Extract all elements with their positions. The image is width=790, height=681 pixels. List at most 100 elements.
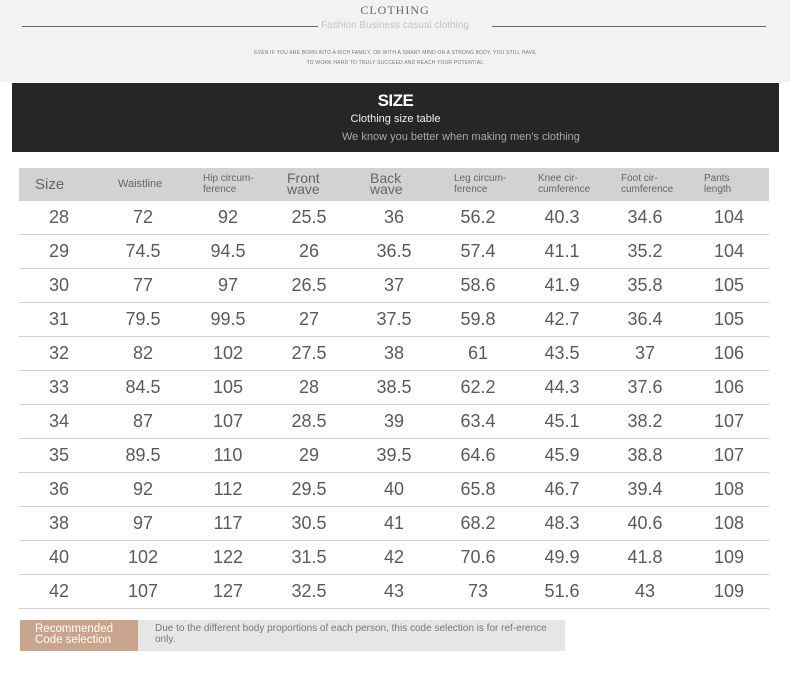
cell-back-wave: 39.5 [376, 445, 412, 465]
cell-waistline: 72 [132, 207, 154, 227]
cell-knee: 40.3 [544, 207, 580, 227]
table-row: 40 102 122 31.5 42 70.6 49.9 41.8 109 [19, 541, 769, 575]
banner-tagline: We know you better when making men's clo… [342, 131, 580, 143]
cell-leg: 59.8 [460, 309, 496, 329]
cell-foot: 43 [634, 581, 656, 601]
divider-left [22, 26, 318, 27]
cell-leg: 64.6 [460, 445, 496, 465]
size-banner: SIZE Clothing size table We know you bet… [12, 83, 779, 152]
cell-waistline: 87 [132, 411, 154, 431]
cell-front-wave: 27 [298, 309, 320, 329]
cell-hip: 102 [212, 343, 244, 363]
cell-back-wave: 39 [383, 411, 405, 431]
cell-waistline: 79.5 [125, 309, 161, 329]
cell-knee: 45.1 [544, 411, 580, 431]
motto-line-2: to work hard to truly succeed and reach … [306, 60, 484, 66]
cell-waistline: 107 [127, 581, 159, 601]
cell-foot: 38.8 [627, 445, 663, 465]
brand-title: CLOTHING [360, 3, 430, 17]
brand-subtitle: Fashion Business casual clothing [321, 20, 469, 31]
cell-hip: 122 [212, 547, 244, 567]
cell-leg: 65.8 [460, 479, 496, 499]
cell-waistline: 89.5 [125, 445, 161, 465]
cell-size: 34 [48, 411, 70, 431]
table-row: 32 82 102 27.5 38 61 43.5 37 106 [19, 337, 769, 371]
cell-knee: 48.3 [544, 513, 580, 533]
cell-back-wave: 37 [383, 275, 405, 295]
table-row: 42 107 127 32.5 43 73 51.6 43 109 [19, 575, 769, 609]
cell-back-wave: 36.5 [376, 241, 412, 261]
cell-foot: 40.6 [627, 513, 663, 533]
cell-back-wave: 42 [383, 547, 405, 567]
cell-foot: 39.4 [627, 479, 663, 499]
table-row: 36 92 112 29.5 40 65.8 46.7 39.4 108 [19, 473, 769, 507]
cell-back-wave: 38.5 [376, 377, 412, 397]
cell-leg: 56.2 [460, 207, 496, 227]
cell-size: 30 [48, 275, 70, 295]
cell-front-wave: 29 [298, 445, 320, 465]
table-row: 38 97 117 30.5 41 68.2 48.3 40.6 108 [19, 507, 769, 541]
cell-foot: 37 [634, 343, 656, 363]
cell-leg: 70.6 [460, 547, 496, 567]
cell-front-wave: 26.5 [291, 275, 327, 295]
cell-hip: 105 [212, 377, 244, 397]
cell-leg: 73 [467, 581, 489, 601]
cell-size: 28 [48, 207, 70, 227]
cell-knee: 49.9 [544, 547, 580, 567]
cell-waistline: 92 [132, 479, 154, 499]
cell-back-wave: 37.5 [376, 309, 412, 329]
cell-knee: 51.6 [544, 581, 580, 601]
cell-knee: 46.7 [544, 479, 580, 499]
cell-size: 35 [48, 445, 70, 465]
cell-size: 42 [48, 581, 70, 601]
cell-size: 31 [48, 309, 70, 329]
divider-right [492, 26, 766, 27]
header-back-wave: Back wave [370, 170, 403, 197]
cell-front-wave: 26 [298, 241, 320, 261]
cell-knee: 43.5 [544, 343, 580, 363]
cell-waistline: 97 [132, 513, 154, 533]
cell-knee: 45.9 [544, 445, 580, 465]
cell-pants-length: 109 [713, 581, 745, 601]
cell-size: 38 [48, 513, 70, 533]
header-front-wave: Front wave [287, 170, 320, 197]
banner-title: SIZE [377, 91, 414, 110]
header-pants-length: Pants length [704, 173, 732, 195]
motto-line-1: Even if you are born into a rich family,… [254, 50, 536, 56]
note-text: Due to the different body proportions of… [155, 623, 547, 645]
cell-foot: 35.2 [627, 241, 663, 261]
cell-front-wave: 28.5 [291, 411, 327, 431]
cell-size: 33 [48, 377, 70, 397]
cell-front-wave: 27.5 [291, 343, 327, 363]
cell-foot: 41.8 [627, 547, 663, 567]
cell-hip: 94.5 [210, 241, 246, 261]
cell-pants-length: 104 [713, 241, 745, 261]
banner-subtitle: Clothing size table [350, 113, 441, 125]
cell-knee: 44.3 [544, 377, 580, 397]
cell-knee: 41.1 [544, 241, 580, 261]
cell-waistline: 84.5 [125, 377, 161, 397]
cell-front-wave: 25.5 [291, 207, 327, 227]
header-leg: Leg circum-ference [454, 173, 507, 195]
cell-foot: 34.6 [627, 207, 663, 227]
cell-leg: 57.4 [460, 241, 496, 261]
cell-foot: 38.2 [627, 411, 663, 431]
cell-leg: 63.4 [460, 411, 496, 431]
cell-waistline: 102 [127, 547, 159, 567]
cell-front-wave: 28 [298, 377, 320, 397]
cell-waistline: 77 [132, 275, 154, 295]
header-hip: Hip circum-ference [203, 173, 254, 195]
cell-leg: 68.2 [460, 513, 496, 533]
recommendation-note: Recommended Code selection Due to the di… [20, 620, 565, 651]
header-size: Size [35, 176, 65, 193]
cell-size: 40 [48, 547, 70, 567]
table-row: 28 72 92 25.5 36 56.2 40.3 34.6 104 [19, 201, 769, 235]
header-waistline: Waistline [118, 178, 163, 190]
cell-pants-length: 109 [713, 547, 745, 567]
cell-back-wave: 36 [383, 207, 405, 227]
table-row: 31 79.5 99.5 27 37.5 59.8 42.7 36.4 105 [19, 303, 769, 337]
cell-foot: 35.8 [627, 275, 663, 295]
cell-hip: 117 [213, 513, 243, 533]
cell-knee: 42.7 [544, 309, 580, 329]
cell-waistline: 82 [132, 343, 154, 363]
